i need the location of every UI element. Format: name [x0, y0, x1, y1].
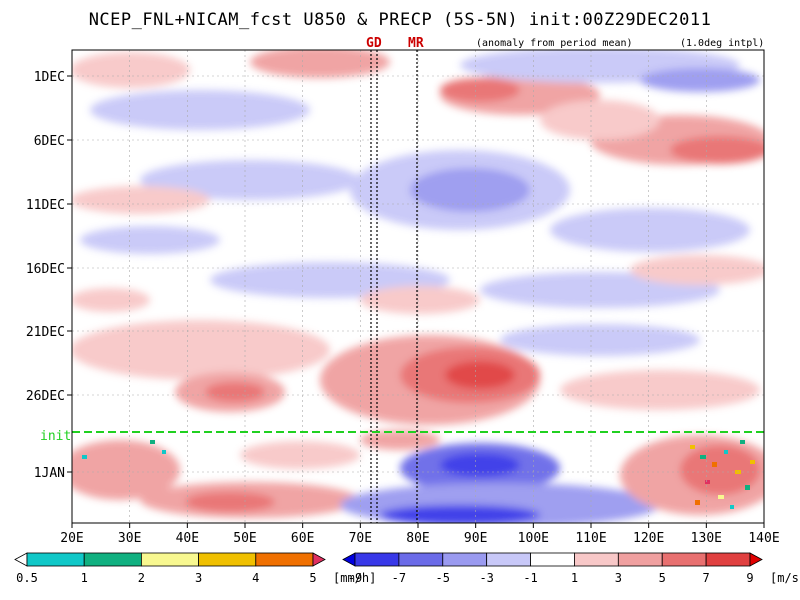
x-tick-label: 100E — [518, 531, 549, 546]
u850-colorbar-tick-label: 3 — [615, 571, 622, 585]
u850-colorbar-arrow-high — [749, 552, 763, 567]
y-tick-label: 21DEC — [26, 325, 65, 340]
precip-colorbar-segment — [255, 552, 314, 567]
precip-colorbar-tick-label: 4 — [252, 571, 259, 585]
x-tick-label: 120E — [633, 531, 664, 546]
precip-colorbar-tick-label: 0.5 — [16, 571, 38, 585]
u850-colorbar-segment — [617, 552, 663, 567]
u850-colorbar-arrow-low — [342, 552, 356, 567]
y-tick-label: 11DEC — [26, 198, 65, 213]
marker-label-gd: GD — [366, 36, 382, 51]
u850-colorbar-tick-label: -5 — [436, 571, 450, 585]
y-tick-label: 6DEC — [34, 134, 65, 149]
u850-colorbar: -9 -7 -5 -3 -1 1 3 5 7 9 [m/s] — [342, 552, 800, 585]
u850-colorbar-tick-label: 9 — [746, 571, 753, 585]
u850-colorbar-segment — [661, 552, 707, 567]
init-label: init — [40, 429, 71, 444]
x-tick-label: 80E — [406, 531, 429, 546]
precip-colorbar-tick-label: 5 — [309, 571, 316, 585]
u850-colorbar-segment — [354, 552, 400, 567]
precip-colorbar-arrow-high — [312, 552, 326, 567]
u850-colorbar-tick-label: 5 — [659, 571, 666, 585]
precip-colorbar-tick-label: 2 — [138, 571, 145, 585]
u850-colorbar-tick-label: 1 — [571, 571, 578, 585]
x-tick-label: 140E — [748, 531, 779, 546]
precip-colorbar-unit: [mm/h] — [333, 571, 376, 585]
x-tick-label: 20E — [60, 531, 83, 546]
x-tick-label: 50E — [233, 531, 256, 546]
x-tick-label: 70E — [349, 531, 372, 546]
x-tick-label: 130E — [691, 531, 722, 546]
marker-label-mr: MR — [408, 36, 424, 51]
u850-colorbar-tick-label: 7 — [702, 571, 709, 585]
x-tick-label: 60E — [291, 531, 314, 546]
grid-lines — [72, 50, 764, 523]
u850-colorbar-tick-label: -7 — [392, 571, 406, 585]
y-tick-label: 26DEC — [26, 389, 65, 404]
y-tick-label: 1JAN — [34, 466, 65, 481]
precip-colorbar-tick-label: 3 — [195, 571, 202, 585]
precip-colorbar-segment — [83, 552, 142, 567]
u850-colorbar-segment — [574, 552, 619, 567]
x-tick-label: 90E — [464, 531, 487, 546]
u850-colorbar-segment — [486, 552, 531, 567]
precip-colorbar-segment — [26, 552, 85, 567]
u850-colorbar-segment — [398, 552, 444, 567]
u850-colorbar-segment — [705, 552, 751, 567]
anomaly-field — [72, 50, 764, 523]
u850-colorbar-tick-label: -1 — [523, 571, 537, 585]
u850-colorbar-segment — [442, 552, 488, 567]
x-tick-label: 110E — [575, 531, 606, 546]
u850-colorbar-tick-label: -3 — [479, 571, 493, 585]
u850-colorbar-tick-label: -9 — [348, 571, 362, 585]
precip-colorbar-segment — [198, 552, 257, 567]
u850-colorbar-unit: [m/s] — [770, 571, 800, 585]
x-tick-label: 40E — [176, 531, 199, 546]
anomaly-note: (anomaly from period mean) — [476, 38, 633, 49]
y-tick-label: 16DEC — [26, 262, 65, 277]
precip-colorbar-tick-label: 1 — [81, 571, 88, 585]
chart-title: NCEP_FNL+NICAM_fcst U850 & PRECP (5S-5N)… — [88, 10, 712, 30]
u850-colorbar-segment — [530, 552, 575, 567]
y-tick-label: 1DEC — [34, 70, 65, 85]
precip-colorbar-segment — [140, 552, 199, 567]
precip-colorbar-arrow-low — [14, 552, 28, 567]
x-tick-label: 30E — [118, 531, 141, 546]
precip-colorbar: 0.5 1 2 3 4 5 [mm/h] — [14, 552, 376, 585]
marker-lines — [370, 50, 418, 523]
interpolation-note: (1.0deg intpl) — [680, 38, 765, 49]
